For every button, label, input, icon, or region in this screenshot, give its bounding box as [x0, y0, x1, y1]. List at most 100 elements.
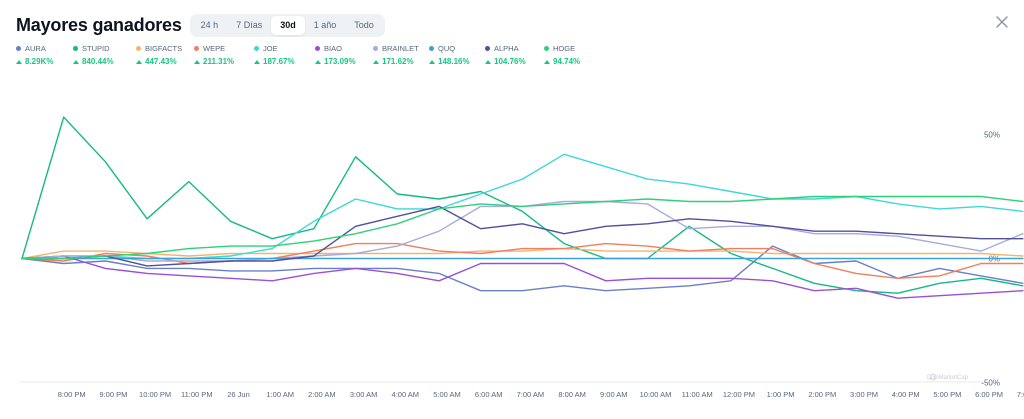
- y-tick-label: -50%: [981, 379, 1000, 388]
- legend-item-aura[interactable]: AURA 8.29K%: [16, 43, 67, 66]
- x-tick-label: 26 Jun: [227, 390, 250, 399]
- legend-item-quq[interactable]: QUQ 148.16%: [429, 43, 479, 66]
- x-tick-label: 10:00 PM: [139, 390, 171, 399]
- caret-up-icon: [73, 59, 79, 64]
- legend-dot: [136, 45, 141, 51]
- legend-change: 94.74%: [544, 57, 584, 66]
- y-tick-label: 50%: [984, 131, 1000, 140]
- caret-up-icon: [373, 59, 379, 64]
- legend-name: BIAO: [315, 43, 367, 53]
- legend-name: WEPE: [194, 43, 248, 53]
- x-tick-label: 9:00 AM: [600, 390, 628, 399]
- legend-label: ALPHA: [494, 43, 519, 53]
- close-icon[interactable]: [994, 14, 1010, 30]
- x-tick-label: 5:00 PM: [933, 390, 961, 399]
- legend-change-value: 104.76%: [494, 57, 526, 66]
- legend-label: HOGE: [553, 43, 576, 53]
- watermark-logo-icon: [929, 373, 937, 381]
- caret-up-icon: [254, 59, 260, 64]
- watermark: CoinMarketCap: [926, 375, 968, 381]
- legend-name: AURA: [16, 43, 67, 53]
- series-line-aura[interactable]: [21, 245, 1024, 292]
- legend-name: JOE: [254, 43, 309, 53]
- x-tick-label: 7:00 PM: [1017, 390, 1024, 399]
- legend-label: QUQ: [438, 43, 456, 53]
- tab-all[interactable]: Todo: [354, 19, 374, 30]
- legend-item-bigfacts[interactable]: BIGFACTS 447.43%: [136, 43, 188, 66]
- x-tick-label: 3:00 PM: [850, 390, 878, 399]
- x-tick-label: 3:00 AM: [350, 390, 378, 399]
- x-tick-label: 1:00 AM: [266, 390, 294, 399]
- caret-up-icon: [136, 59, 142, 64]
- series-line-biao[interactable]: [21, 255, 1024, 299]
- legend-label: WEPE: [203, 43, 226, 53]
- legend-name: ALPHA: [485, 43, 538, 53]
- legend-item-brainlet[interactable]: BRAINLET 171.62%: [373, 43, 423, 66]
- x-tick-label: 11:00 AM: [682, 390, 713, 399]
- legend-label: BRAINLET: [382, 43, 419, 53]
- caret-up-icon: [194, 59, 200, 64]
- caret-up-icon: [315, 59, 321, 64]
- legend-change-value: 94.74%: [553, 57, 581, 66]
- series-line-hoge[interactable]: [21, 195, 1024, 260]
- series-line-bigfacts[interactable]: [21, 247, 1024, 260]
- legend-item-biao[interactable]: BIAO 173.09%: [315, 43, 367, 66]
- tab-1-year[interactable]: 1 año: [313, 19, 337, 30]
- legend-label: BIGFACTS: [145, 43, 183, 53]
- legend-change: 173.09%: [315, 57, 367, 66]
- legend-dot: [315, 45, 320, 51]
- tab-30d[interactable]: 30d: [271, 15, 305, 35]
- x-tick-label: 2:00 PM: [808, 390, 836, 399]
- legend-item-joe[interactable]: JOE 187.67%: [254, 43, 309, 66]
- x-tick-label: 12:00 PM: [723, 390, 755, 399]
- legend-change: 211.31%: [194, 57, 248, 66]
- series-line-stupid[interactable]: [21, 116, 1024, 294]
- legend-change-value: 187.67%: [263, 57, 295, 66]
- x-tick-label: 1:00 PM: [767, 390, 795, 399]
- legend-change: 840.44%: [73, 57, 130, 66]
- legend-item-hoge[interactable]: HOGE 94.74%: [544, 43, 584, 66]
- series-line-alpha[interactable]: [21, 205, 1024, 267]
- legend-change-value: 447.43%: [145, 57, 177, 66]
- x-tick-label: 4:00 PM: [892, 390, 920, 399]
- legend-item-alpha[interactable]: ALPHA 104.76%: [485, 43, 538, 66]
- x-tick-label: 4:00 AM: [392, 390, 420, 399]
- x-tick-label: 6:00 PM: [975, 390, 1003, 399]
- legend-name: BRAINLET: [373, 43, 423, 53]
- x-tick-label: 9:00 PM: [99, 390, 127, 399]
- legend-change-value: 173.09%: [324, 57, 356, 66]
- legend-change: 8.29K%: [16, 57, 67, 66]
- period-tabs: 24 h 7 Días 30d 1 año Todo: [189, 13, 385, 37]
- tab-7-days[interactable]: 7 Días: [236, 19, 263, 30]
- caret-up-icon: [16, 59, 22, 64]
- legend-change-value: 148.16%: [438, 57, 470, 66]
- x-tick-label: 8:00 AM: [558, 390, 586, 399]
- legend-dot: [254, 45, 259, 51]
- legend-label: AURA: [25, 43, 46, 53]
- legend-dot: [16, 45, 21, 51]
- caret-up-icon: [544, 59, 550, 64]
- legend-label: BIAO: [324, 43, 342, 53]
- legend-change-value: 171.62%: [382, 57, 414, 66]
- legend-change-value: 840.44%: [82, 57, 114, 66]
- x-tick-label: 8:00 PM: [58, 390, 86, 399]
- tab-24h[interactable]: 24 h: [200, 19, 219, 30]
- legend-name: BIGFACTS: [136, 43, 188, 53]
- legend: AURA 8.29K% STUPID 840.44% BIGFACTS 447.43% WE…: [16, 43, 590, 66]
- legend-change-value: 8.29K%: [25, 57, 54, 66]
- series-line-brainlet[interactable]: [21, 200, 1024, 262]
- caret-up-icon: [429, 59, 435, 64]
- caret-up-icon: [485, 59, 491, 64]
- legend-change: 148.16%: [429, 57, 479, 66]
- legend-dot: [544, 45, 549, 51]
- legend-item-wepe[interactable]: WEPE 211.31%: [194, 43, 248, 66]
- x-tick-label: 7:00 AM: [517, 390, 545, 399]
- legend-dot: [194, 45, 199, 51]
- legend-item-stupid[interactable]: STUPID 840.44%: [73, 43, 130, 66]
- x-tick-label: 2:00 AM: [308, 390, 336, 399]
- page-title: Mayores ganadores: [16, 15, 182, 35]
- legend-name: STUPID: [73, 43, 130, 53]
- x-tick-label: 10:00 AM: [640, 390, 672, 399]
- legend-change: 104.76%: [485, 57, 538, 66]
